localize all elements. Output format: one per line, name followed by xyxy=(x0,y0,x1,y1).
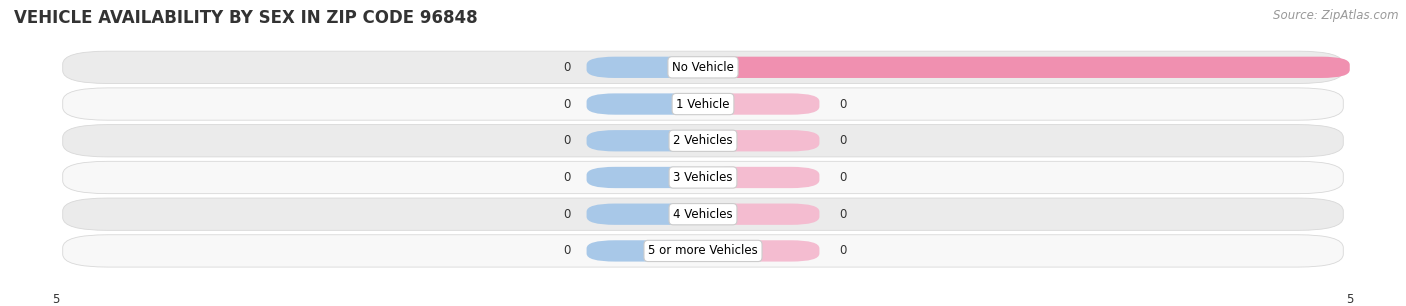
Text: 5 or more Vehicles: 5 or more Vehicles xyxy=(648,244,758,257)
FancyBboxPatch shape xyxy=(586,167,703,188)
FancyBboxPatch shape xyxy=(703,93,820,115)
FancyBboxPatch shape xyxy=(586,203,703,225)
Text: 5: 5 xyxy=(1346,293,1354,306)
Text: 5: 5 xyxy=(52,293,60,306)
Text: 0: 0 xyxy=(564,98,571,110)
Text: 0: 0 xyxy=(839,208,846,221)
Text: 0: 0 xyxy=(839,134,846,147)
Text: 4 Vehicles: 4 Vehicles xyxy=(673,208,733,221)
Text: 0: 0 xyxy=(839,171,846,184)
FancyBboxPatch shape xyxy=(63,125,1343,157)
FancyBboxPatch shape xyxy=(586,93,703,115)
FancyBboxPatch shape xyxy=(703,167,820,188)
FancyBboxPatch shape xyxy=(703,240,820,262)
Text: 0: 0 xyxy=(564,208,571,221)
FancyBboxPatch shape xyxy=(703,203,820,225)
FancyBboxPatch shape xyxy=(63,161,1343,194)
FancyBboxPatch shape xyxy=(586,57,703,78)
Text: 0: 0 xyxy=(839,98,846,110)
Text: Source: ZipAtlas.com: Source: ZipAtlas.com xyxy=(1274,9,1399,22)
FancyBboxPatch shape xyxy=(63,88,1343,120)
Text: 1 Vehicle: 1 Vehicle xyxy=(676,98,730,110)
Text: No Vehicle: No Vehicle xyxy=(672,61,734,74)
Text: VEHICLE AVAILABILITY BY SEX IN ZIP CODE 96848: VEHICLE AVAILABILITY BY SEX IN ZIP CODE … xyxy=(14,9,478,27)
FancyBboxPatch shape xyxy=(63,198,1343,230)
Text: 2 Vehicles: 2 Vehicles xyxy=(673,134,733,147)
Text: 0: 0 xyxy=(564,171,571,184)
FancyBboxPatch shape xyxy=(63,51,1343,84)
Text: 0: 0 xyxy=(564,61,571,74)
Text: 3 Vehicles: 3 Vehicles xyxy=(673,171,733,184)
Text: 0: 0 xyxy=(839,244,846,257)
FancyBboxPatch shape xyxy=(586,240,703,262)
FancyBboxPatch shape xyxy=(63,235,1343,267)
Text: 0: 0 xyxy=(564,244,571,257)
Text: 0: 0 xyxy=(564,134,571,147)
Text: 5: 5 xyxy=(1369,61,1376,74)
FancyBboxPatch shape xyxy=(703,130,820,151)
FancyBboxPatch shape xyxy=(586,130,703,151)
Legend: Male, Female: Male, Female xyxy=(634,303,772,306)
FancyBboxPatch shape xyxy=(703,57,1350,78)
